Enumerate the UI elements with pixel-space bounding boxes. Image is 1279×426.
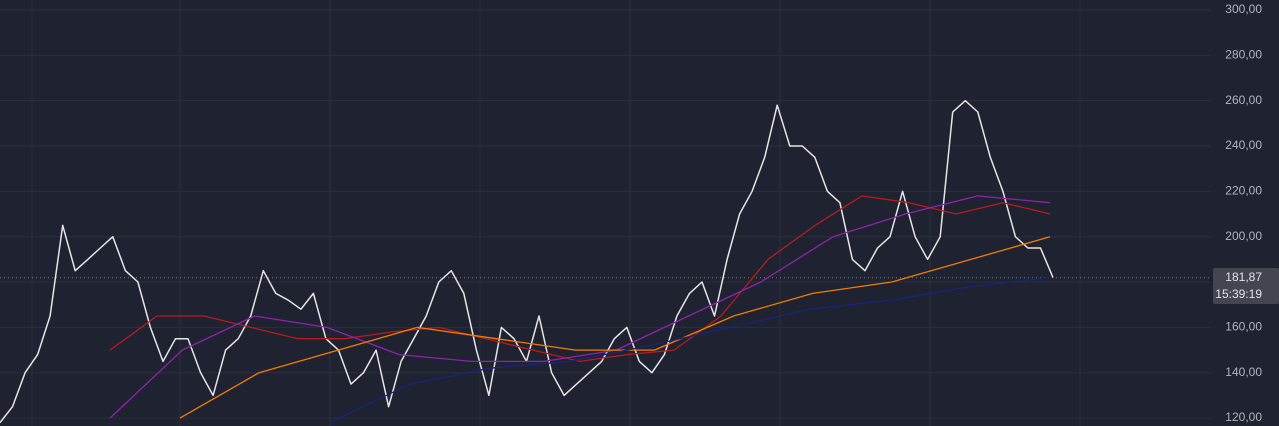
price-line	[0, 99, 1054, 424]
y-tick-label: 120,00	[1225, 410, 1262, 424]
moving-average	[109, 195, 1051, 419]
y-tick-label: 240,00	[1225, 138, 1262, 152]
price-tag	[1213, 268, 1279, 304]
moving-average	[179, 236, 1051, 419]
y-tick-label: 300,00	[1225, 2, 1262, 16]
y-tick-label: 200,00	[1225, 229, 1262, 243]
moving-average	[109, 195, 1051, 363]
y-tick-label: 160,00	[1225, 320, 1262, 334]
y-tick-label: 140,00	[1225, 365, 1262, 379]
y-tick-label: 260,00	[1225, 93, 1262, 107]
last-price-label: 181,87	[1225, 270, 1262, 284]
time-label: 15:39:19	[1215, 287, 1262, 301]
moving-average	[329, 276, 1051, 424]
y-tick-label: 280,00	[1225, 47, 1262, 61]
y-tick-label: 220,00	[1225, 184, 1262, 198]
